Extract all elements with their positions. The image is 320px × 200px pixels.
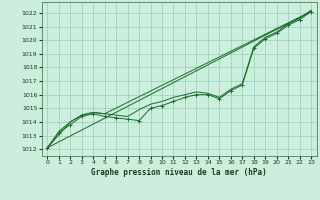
- X-axis label: Graphe pression niveau de la mer (hPa): Graphe pression niveau de la mer (hPa): [91, 168, 267, 177]
